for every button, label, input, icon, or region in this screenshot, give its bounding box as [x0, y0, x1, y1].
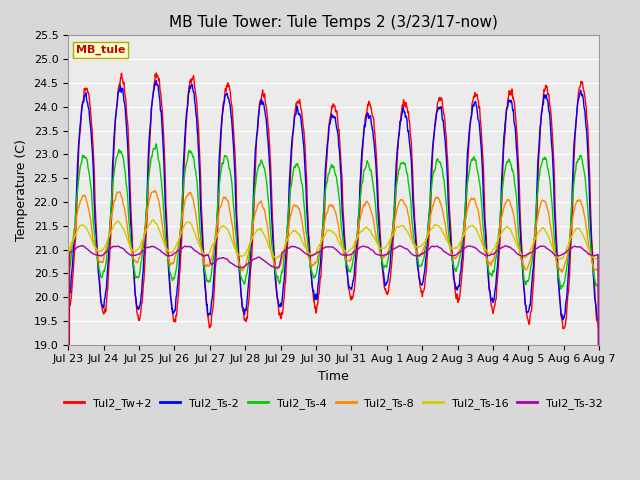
X-axis label: Time: Time [318, 370, 349, 383]
Y-axis label: Temperature (C): Temperature (C) [15, 139, 28, 241]
Title: MB Tule Tower: Tule Temps 2 (3/23/17-now): MB Tule Tower: Tule Temps 2 (3/23/17-now… [169, 15, 498, 30]
Legend: Tul2_Tw+2, Tul2_Ts-2, Tul2_Ts-4, Tul2_Ts-8, Tul2_Ts-16, Tul2_Ts-32: Tul2_Tw+2, Tul2_Ts-2, Tul2_Ts-4, Tul2_Ts… [60, 394, 607, 413]
Text: MB_tule: MB_tule [76, 45, 125, 55]
